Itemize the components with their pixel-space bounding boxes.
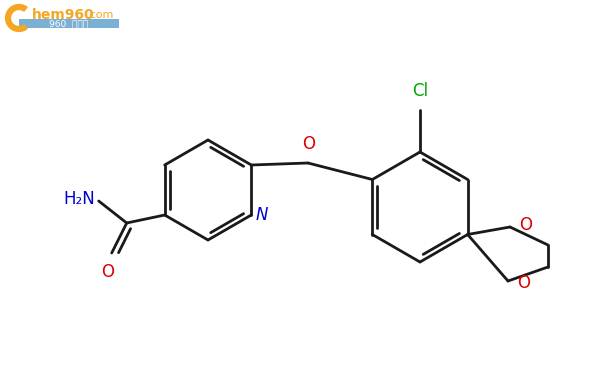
Text: H₂N: H₂N [63, 190, 95, 208]
Text: O: O [519, 216, 532, 234]
Text: O: O [101, 263, 114, 281]
FancyBboxPatch shape [19, 19, 119, 28]
Text: hem960: hem960 [32, 8, 94, 22]
Text: Cl: Cl [412, 82, 428, 100]
Text: O: O [517, 274, 530, 292]
Text: N: N [255, 206, 267, 224]
Text: 960  化工网: 960 化工网 [50, 19, 88, 28]
Text: .com: .com [87, 10, 114, 20]
Text: O: O [302, 135, 315, 153]
